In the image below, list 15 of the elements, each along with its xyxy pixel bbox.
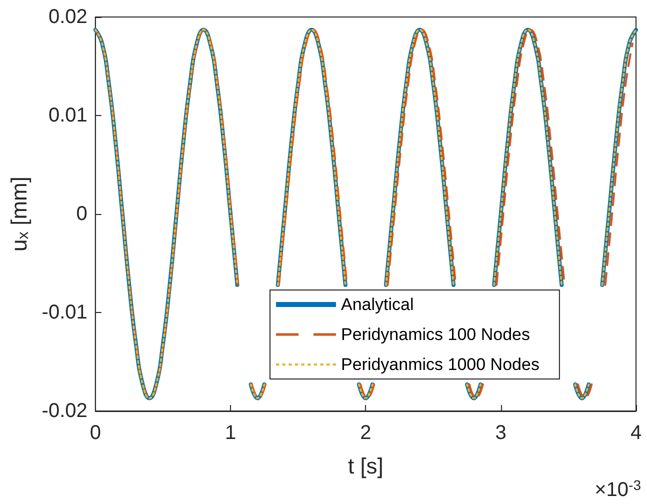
y-tick-label: 0	[76, 203, 88, 225]
legend-label: Peridynamics 100 Nodes	[341, 325, 530, 344]
y-axis-title: ux [mm]	[6, 176, 32, 252]
legend-label: Peridyanmics 1000 Nodes	[341, 355, 540, 374]
y-tick-label: 0.01	[48, 104, 88, 126]
x-tick-label: 4	[630, 422, 642, 444]
y-tick-label: 0.02	[48, 6, 88, 28]
legend-label: Analytical	[341, 295, 414, 314]
x-tick-label: 1	[224, 422, 236, 444]
x-tick-label: 0	[90, 422, 101, 444]
x-tick-label: 3	[495, 422, 506, 444]
x-tick-label: 2	[360, 422, 372, 444]
y-tick-label: -0.01	[42, 302, 88, 324]
x-axis-title: t [s]	[348, 454, 384, 478]
y-tick-label: -0.02	[42, 400, 88, 422]
